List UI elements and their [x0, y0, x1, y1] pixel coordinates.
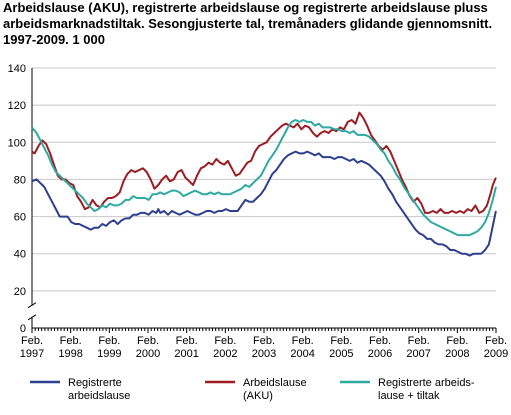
x-tick-label-month: Feb.	[446, 335, 468, 347]
x-axis: Feb.1997Feb.1998Feb.1999Feb.2000Feb.2001…	[20, 327, 508, 360]
y-tick-label: 20	[14, 286, 26, 298]
x-tick-label-year: 2003	[252, 348, 276, 360]
series-line-2	[31, 111, 497, 214]
y-axis: 0 20 40 60 80 100 120 140	[8, 63, 37, 335]
x-tick-label-year: 1998	[58, 348, 82, 360]
x-tick-label-month: Feb.	[98, 335, 120, 347]
x-tick-label-year: 1997	[20, 348, 44, 360]
legend-label-1: Registrerte	[68, 377, 122, 389]
legend-label-2: Arbeidslause	[243, 377, 307, 389]
axis-break-mark	[27, 314, 37, 321]
x-tick-label-year: 2002	[213, 348, 237, 360]
axis-break-mark	[27, 302, 37, 309]
x-tick-label-month: Feb.	[408, 335, 430, 347]
x-tick-label-month: Feb.	[292, 335, 314, 347]
series-lines	[31, 111, 497, 257]
x-tick-label-month: Feb.	[330, 335, 352, 347]
x-tick-label-month: Feb.	[176, 335, 198, 347]
x-tick-label-month: Feb.	[369, 335, 391, 347]
x-tick-label-year: 2001	[174, 348, 198, 360]
x-tick-label-month: Feb.	[214, 335, 236, 347]
x-tick-label-month: Feb.	[60, 335, 82, 347]
y-tick-label: 0	[20, 323, 26, 335]
legend-label-3: Registrerte arbeids-	[378, 377, 475, 389]
x-tick-label-year: 2007	[406, 348, 430, 360]
x-tick-label-year: 2008	[445, 348, 469, 360]
x-tick-label-month: Feb.	[137, 335, 159, 347]
x-tick-label-year: 2005	[329, 348, 353, 360]
y-tick-label: 140	[8, 63, 26, 75]
grid-lines	[32, 67, 496, 292]
y-tick-label: 120	[8, 100, 26, 112]
series-line-1	[31, 150, 497, 257]
series-line-3	[31, 119, 497, 237]
legend-label-2: (AKU)	[243, 390, 273, 402]
x-tick-label-year: 2009	[484, 348, 508, 360]
y-tick-label: 40	[14, 249, 26, 261]
x-tick-label-month: Feb.	[21, 335, 43, 347]
x-tick-label-year: 2000	[136, 348, 160, 360]
legend-label-1: arbeidslause	[68, 390, 130, 402]
y-tick-label: 60	[14, 212, 26, 224]
x-tick-label-year: 2004	[290, 348, 314, 360]
x-tick-label-month: Feb.	[485, 335, 507, 347]
legend-label-3: lause + tiltak	[378, 390, 440, 402]
chart-title: Arbeidslause (AKU), registrerte arbeidsl…	[3, 0, 493, 47]
x-tick-label-month: Feb.	[253, 335, 275, 347]
x-tick-label-year: 1999	[97, 348, 121, 360]
x-tick-label-year: 2006	[368, 348, 392, 360]
y-tick-label: 100	[8, 137, 26, 149]
y-tick-label: 80	[14, 174, 26, 186]
